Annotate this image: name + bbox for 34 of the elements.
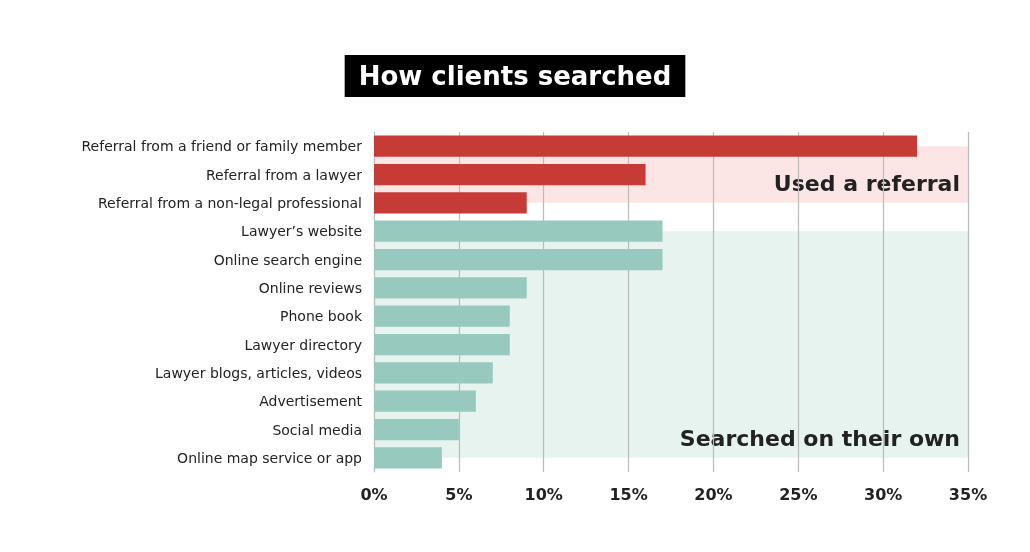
y-tick-label: Lawyer directory [244, 336, 362, 353]
bar [374, 220, 663, 242]
x-tick-label: 30% [863, 484, 903, 504]
x-tick-label: 35% [948, 484, 988, 504]
y-tick-label: Phone book [280, 308, 363, 325]
y-tick-label: Referral from a friend or family member [81, 138, 363, 155]
x-tick-label: 15% [609, 484, 648, 504]
bar [374, 333, 510, 356]
chart-title: How clients searched [358, 61, 672, 91]
band-label: Used a referral [773, 171, 960, 197]
bar [374, 277, 527, 299]
y-tick-label: Lawyer blogs, articles, videos [155, 364, 362, 381]
y-tick-label: Referral from a lawyer [205, 166, 363, 183]
bar [374, 418, 459, 441]
bar [374, 390, 476, 412]
bar [374, 163, 646, 186]
bar [374, 305, 510, 327]
y-tick-label: Lawyer’s website [241, 223, 362, 240]
bar [374, 447, 442, 469]
x-tick-label: 25% [779, 484, 818, 504]
y-tick-label: Social media [272, 421, 362, 438]
x-tick-label: 0% [360, 484, 388, 504]
x-tick-label: 20% [694, 484, 733, 504]
x-tick-label: 5% [445, 484, 473, 504]
x-tick-label: 10% [524, 484, 563, 504]
bar [374, 248, 663, 271]
bar [374, 362, 493, 384]
bar [374, 192, 527, 214]
y-tick-label: Online reviews [258, 279, 362, 296]
band-label: Searched on their own [679, 426, 960, 452]
y-tick-label: Online map service or app [177, 449, 363, 466]
y-tick-label: Referral from a non-legal professional [98, 194, 362, 211]
y-tick-label: Advertisement [259, 393, 363, 410]
y-tick-label: Online search engine [213, 251, 362, 268]
